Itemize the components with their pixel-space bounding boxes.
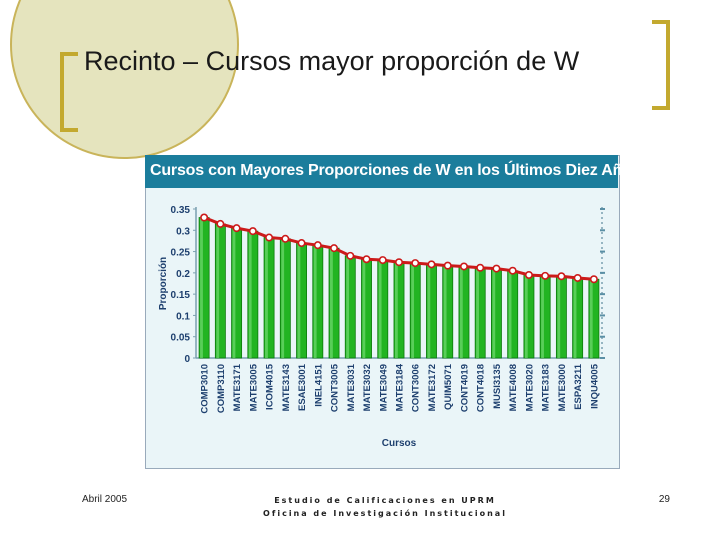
x-axis-label: Cursos — [382, 438, 417, 449]
x-tick-label: MATE3049 — [378, 364, 389, 411]
bar-highlight — [313, 245, 317, 358]
x-tick-label: MATE3000 — [557, 364, 568, 411]
x-tick-label: COMP3010 — [200, 364, 211, 414]
y-tick-label: 0.25 — [171, 248, 191, 259]
bar-highlight — [200, 217, 203, 358]
x-tick-label: MATE3172 — [427, 364, 438, 411]
x-tick-label: MATE3032 — [362, 364, 373, 411]
x-tick-label: CONT3006 — [411, 364, 422, 412]
x-tick-label: INEL4151 — [313, 363, 324, 406]
bar-highlight — [297, 243, 301, 358]
bar-highlight — [443, 265, 447, 358]
series-marker — [589, 275, 598, 284]
y-axis-label: Proporción — [158, 257, 169, 310]
y-tick-label: 0.35 — [171, 205, 191, 216]
page-number: 29 — [658, 494, 670, 505]
series-marker — [524, 270, 533, 279]
bar-highlight — [524, 274, 528, 358]
series-marker — [394, 258, 403, 267]
bar-highlight — [541, 275, 544, 358]
x-tick-label: CONT4019 — [459, 364, 470, 412]
bar-highlight — [411, 263, 415, 358]
y-tick-label: 0.2 — [176, 269, 190, 280]
bar-highlight — [508, 270, 512, 358]
series-marker — [313, 241, 322, 250]
x-tick-label: MATE3183 — [541, 364, 552, 411]
x-tick-label: ICOM4015 — [265, 363, 276, 410]
bar-highlight — [589, 279, 593, 358]
series-marker — [330, 244, 339, 253]
series-marker — [573, 273, 582, 282]
footer-date: Abril 2005 — [82, 494, 128, 505]
series-marker — [297, 239, 306, 248]
x-tick-label: QUIM5071 — [443, 363, 454, 410]
bar-highlight — [232, 228, 236, 358]
title-bracket-left — [60, 52, 78, 132]
bar-highlight — [281, 238, 285, 358]
y-tick-label: 0.15 — [171, 290, 191, 301]
slide-title: Recinto – Cursos mayor proporción de W — [84, 46, 580, 76]
series-marker — [200, 213, 209, 222]
bar-highlight — [492, 268, 496, 358]
x-tick-label: ESAE3001 — [297, 363, 308, 411]
title-bracket-right — [652, 20, 670, 110]
y-tick-label: 0.05 — [171, 333, 191, 344]
bar-highlight — [346, 255, 350, 358]
x-tick-label: CONT3005 — [330, 363, 341, 412]
bar-highlight — [557, 276, 561, 358]
series-marker — [362, 255, 371, 264]
bar-highlight — [265, 237, 268, 358]
bar-highlight — [378, 260, 382, 358]
bar-highlight — [330, 248, 333, 358]
series-marker — [378, 256, 387, 265]
series-marker — [346, 251, 355, 260]
series-marker — [216, 219, 225, 228]
footer-line-1: Estudio de Calificaciones en UPRM — [274, 496, 496, 505]
series-marker — [492, 264, 501, 273]
series-marker — [443, 261, 452, 270]
y-tick-label: 0.1 — [176, 311, 190, 322]
y-tick-label: 0.3 — [176, 226, 190, 237]
x-tick-label: MATE3143 — [281, 364, 292, 411]
bar-highlight — [248, 231, 252, 358]
bar-highlight — [459, 266, 463, 358]
x-tick-label: ESPA3211 — [573, 363, 584, 409]
series-marker — [281, 234, 290, 243]
series-marker — [248, 227, 257, 236]
x-tick-label: MUSI3135 — [492, 363, 503, 409]
series-marker — [508, 266, 517, 275]
chart-title: Cursos con Mayores Proporciones de W en … — [150, 162, 641, 179]
series-marker — [459, 262, 468, 271]
x-tick-label: MATE3005 — [248, 363, 259, 411]
bar-highlight — [476, 267, 479, 358]
series-marker — [557, 272, 566, 281]
x-tick-label: MATE3031 — [346, 363, 357, 411]
x-tick-label: MATE3184 — [395, 363, 406, 411]
x-tick-label: MATE3171 — [232, 363, 243, 411]
bar-highlight — [216, 223, 220, 358]
series-marker — [411, 259, 420, 268]
x-tick-label: MATE4008 — [508, 364, 519, 411]
series-marker — [232, 224, 241, 233]
series-marker — [265, 233, 274, 242]
bar-highlight — [362, 259, 366, 358]
y-tick-label: 0 — [184, 354, 190, 365]
x-tick-label: CONT4018 — [476, 364, 487, 412]
bar-highlight — [394, 262, 398, 358]
x-tick-label: COMP3110 — [216, 364, 227, 413]
series-marker — [476, 263, 485, 272]
footer-institution: Estudio de Calificaciones en UPRM Oficin… — [240, 494, 530, 520]
series-marker — [427, 260, 436, 269]
series-marker — [541, 271, 550, 280]
x-tick-label: MATE3020 — [524, 364, 535, 411]
footer-line-2: Oficina de Investigación Institucional — [263, 509, 507, 518]
x-tick-label: INQU4005 — [589, 363, 600, 409]
bar-highlight — [427, 264, 431, 358]
chart-header — [145, 155, 618, 188]
bar-highlight — [573, 277, 577, 358]
